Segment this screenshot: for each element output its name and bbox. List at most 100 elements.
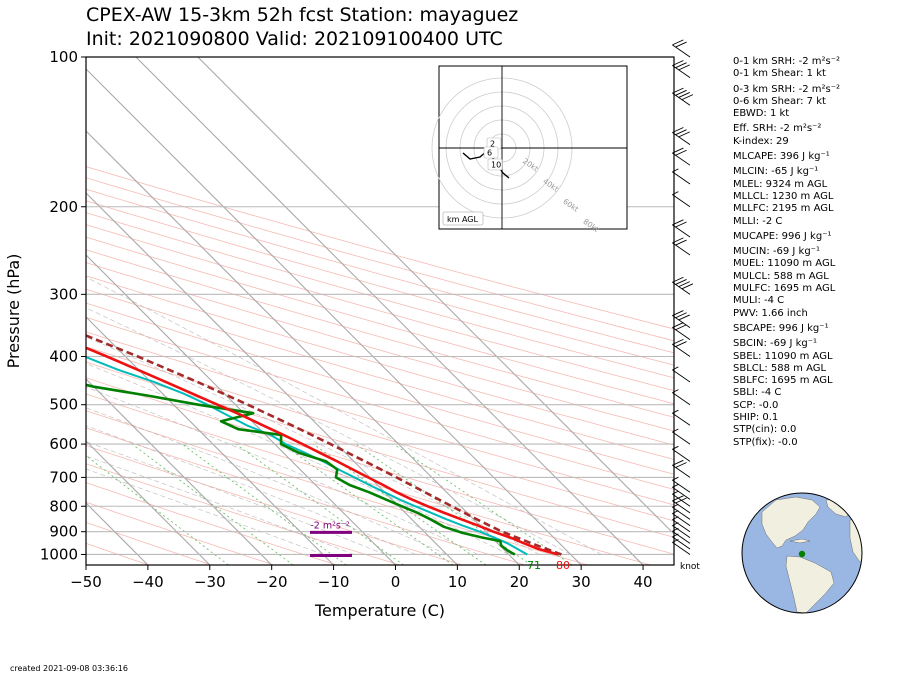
wind-barb <box>672 147 691 166</box>
dry-adiabat <box>86 482 337 565</box>
y-tick-label: 1000 <box>40 545 78 563</box>
stat-row: EBWD: 1 kt <box>733 108 790 120</box>
inset-globe <box>741 492 863 614</box>
mixing-ratio-line <box>313 443 487 565</box>
wind-barb <box>672 445 691 462</box>
wind-barb <box>672 310 691 329</box>
mixing-ratio-line <box>181 443 347 565</box>
isotherm <box>197 57 674 535</box>
x-tick-label: −20 <box>256 573 288 591</box>
moist-adiabat <box>86 307 571 555</box>
y-axis-label: Pressure (hPa) <box>4 254 23 369</box>
dry-adiabat <box>86 316 674 490</box>
wind-barb <box>672 428 691 445</box>
dry-adiabat <box>86 521 212 565</box>
stat-row: MLCAPE: 396 J kg⁻¹ <box>733 151 830 163</box>
stat-row: MLEL: 9324 m AGL <box>733 178 828 190</box>
wind-barb <box>672 237 691 256</box>
dry-adiabat <box>86 331 674 506</box>
wetbulb-profile <box>86 355 528 556</box>
dry-adiabat <box>86 166 674 330</box>
mixing-ratio-line <box>86 455 229 565</box>
y-tick-label: 400 <box>49 348 78 366</box>
isotherm <box>86 316 334 565</box>
dry-adiabat <box>86 200 674 366</box>
stat-row: SCP: -0.0 <box>733 399 779 411</box>
dry-adiabat <box>86 410 588 565</box>
stat-row: 0-1 km Shear: 1 kt <box>733 68 826 80</box>
x-tick-label: −30 <box>194 573 226 591</box>
isotherm <box>86 378 273 565</box>
axes: -2 m²s⁻² 71 80 −50 −40 −30 −20 −10 0 10 20 30 40 100 2… <box>40 48 653 591</box>
surface-temperature-label: 80 <box>556 559 570 572</box>
stat-row: 0-3 km SRH: -2 m²s⁻² <box>733 83 840 95</box>
wind-barb <box>672 366 691 383</box>
wind-barb <box>672 127 691 145</box>
y-tick-label: 700 <box>49 468 78 486</box>
parcel-profile <box>86 334 562 556</box>
dry-adiabat <box>86 302 674 475</box>
mixing-ratio-line <box>282 443 454 565</box>
moist-adiabat <box>86 407 447 555</box>
stat-row: MULCL: 588 m AGL <box>733 270 829 282</box>
dry-adiabat <box>86 236 674 405</box>
stat-row: PWV: 1.66 inch <box>733 307 808 319</box>
moist-adiabat <box>86 468 324 555</box>
wind-units-label: knot <box>680 562 700 572</box>
dry-adiabat <box>86 427 526 565</box>
dry-adiabat <box>86 288 674 460</box>
wind-barbs <box>672 39 694 555</box>
wind-barb <box>672 60 691 78</box>
hodograph-height-label: 6 <box>487 149 492 158</box>
stat-row: MULFC: 1695 m AGL <box>733 283 836 295</box>
wind-barb <box>672 389 691 406</box>
stat-row: SBLI: -4 C <box>733 387 782 399</box>
dry-adiabat <box>86 275 674 446</box>
stat-row: MLLI: -2 C <box>733 215 783 227</box>
dewpoint-profile <box>86 383 516 556</box>
y-tick-label: 100 <box>49 48 78 66</box>
x-axis-label: Temperature (C) <box>314 601 445 620</box>
y-tick-label: 500 <box>49 396 78 414</box>
wind-barb <box>672 191 691 208</box>
south-america-shape <box>785 555 835 613</box>
dry-adiabat <box>86 393 651 565</box>
stat-row: MUCIN: -69 J kg⁻¹ <box>733 246 820 258</box>
wind-barb <box>672 219 691 238</box>
wind-barb <box>672 322 691 341</box>
isotherm <box>86 68 582 565</box>
dry-adiabat <box>86 249 674 418</box>
dry-adiabat <box>86 463 400 565</box>
wind-barb <box>672 87 694 106</box>
x-tick-label: 0 <box>391 573 401 591</box>
reference-lines <box>86 57 674 565</box>
wind-barb <box>672 409 691 426</box>
dry-adiabat <box>86 346 674 522</box>
surface-dewpoint-label: 71 <box>527 559 541 572</box>
isotherm <box>86 440 211 565</box>
stat-row: SBLFC: 1695 m AGL <box>733 375 833 387</box>
moist-adiabat <box>86 336 540 555</box>
temperature-profile <box>86 346 559 556</box>
wind-barb <box>672 483 691 500</box>
stat-row: SBCIN: -69 J kg⁻¹ <box>733 338 818 350</box>
profiles <box>86 334 562 558</box>
wind-barb <box>672 168 691 185</box>
x-tick-label: −10 <box>318 573 350 591</box>
wind-barb <box>672 490 691 507</box>
north-america-shape <box>761 496 821 549</box>
hodograph-height-label: 2 <box>490 140 495 149</box>
dry-adiabat <box>86 445 463 565</box>
y-tick-label: 600 <box>49 435 78 453</box>
hodograph-axis-label: km AGL <box>447 215 479 224</box>
mixing-ratio-line <box>393 443 573 565</box>
stat-row: MLCIN: -65 J kg⁻¹ <box>733 166 819 178</box>
dry-adiabat <box>86 224 674 392</box>
dry-adiabat <box>86 188 674 354</box>
stat-row: MLLCL: 1230 m AGL <box>733 190 834 202</box>
wind-barb <box>672 276 694 295</box>
dry-adiabat <box>86 177 674 342</box>
isotherm <box>86 254 396 565</box>
